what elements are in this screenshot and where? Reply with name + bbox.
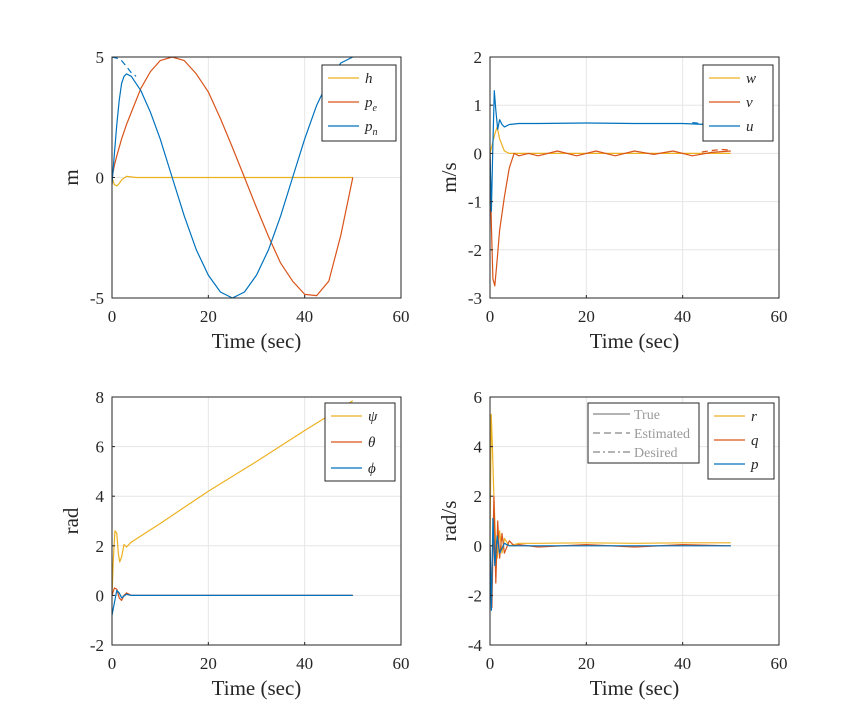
series-line-ψ — [112, 400, 354, 596]
y-tick-label: 0 — [96, 586, 105, 605]
chart-panel-2: 0 20 40 60 -3 -2 -1 0 1 2 Time (sec) m/s wvu — [437, 48, 788, 353]
style-legend-label: Desired — [634, 446, 678, 461]
x-tick-label: 20 — [200, 307, 217, 326]
series-line-p — [490, 517, 731, 611]
legend-label: ψ — [368, 409, 378, 425]
y-tick-label: 4 — [96, 487, 105, 506]
x-tick-label: 0 — [108, 307, 117, 326]
y-tick-label: 0 — [474, 144, 483, 163]
legend: rqp — [707, 402, 775, 480]
legend-label: q — [751, 433, 759, 449]
series-line-u — [490, 90, 731, 212]
legend-label: u — [746, 119, 754, 135]
y-tick-label: -5 — [90, 289, 104, 308]
legend-label: h — [365, 71, 373, 87]
x-tick-label: 60 — [393, 307, 410, 326]
y-tick-label: 2 — [474, 48, 483, 67]
legend: wvu — [702, 64, 774, 142]
legend: ψθϕ — [324, 402, 396, 482]
axes-box — [489, 396, 780, 646]
series-line-v — [490, 150, 731, 287]
x-tick-label: 40 — [674, 307, 691, 326]
y-tick-label: 5 — [96, 48, 105, 67]
series-line-pe — [112, 57, 354, 297]
series-group — [112, 57, 354, 298]
y-tick-label: -3 — [468, 289, 482, 308]
legend-label: θ — [368, 435, 376, 451]
x-tick-label: 0 — [486, 307, 495, 326]
legend-label: v — [746, 95, 753, 111]
y-tick-label: -2 — [468, 586, 482, 605]
legend-label-subscript: e — [373, 103, 378, 114]
axes-box — [489, 56, 780, 299]
legend-label: w — [746, 71, 756, 87]
y-tick-label: -1 — [468, 193, 482, 212]
series-line-pn — [112, 57, 354, 298]
y-tick-label: 8 — [96, 388, 105, 407]
y-tick-label: 1 — [474, 96, 483, 115]
x-axis-label: Time (sec) — [590, 329, 680, 353]
estimated-line-v — [701, 148, 731, 153]
x-axis-label: Time (sec) — [212, 329, 302, 353]
y-axis-label: m — [59, 169, 83, 185]
series-line-h — [112, 175, 353, 187]
y-tick-label: -2 — [468, 241, 482, 260]
x-tick-label: 0 — [108, 654, 117, 673]
legend-label-subscript: n — [373, 127, 378, 138]
estimated-line-p_n — [112, 57, 137, 77]
chart-panel-4: 0 20 40 60 -4 -2 0 2 4 6 Time (sec) rad/s rqp True Est… — [437, 388, 788, 700]
x-tick-label: 20 — [578, 307, 595, 326]
y-axis-label: rad — [59, 507, 83, 534]
legend-box — [707, 402, 775, 480]
x-axis-label: Time (sec) — [212, 676, 302, 700]
y-tick-label: 6 — [474, 388, 483, 407]
y-axis-label: rad/s — [437, 501, 461, 542]
x-tick-label: 60 — [771, 654, 788, 673]
legend-box — [321, 64, 397, 142]
x-tick-label: 40 — [674, 654, 691, 673]
axes-box — [111, 396, 402, 646]
legend-label: r — [751, 409, 757, 425]
legend-label: p — [750, 457, 759, 473]
legend-box — [702, 64, 774, 142]
x-tick-label: 20 — [578, 654, 595, 673]
y-tick-label: 2 — [474, 487, 483, 506]
y-axis-label: m/s — [437, 162, 461, 192]
y-tick-label: 0 — [96, 169, 105, 188]
x-tick-label: 60 — [393, 654, 410, 673]
x-axis-label: Time (sec) — [590, 676, 680, 700]
style-legend-label: Estimated — [634, 427, 690, 442]
y-tick-label: 6 — [96, 438, 105, 457]
legend-label: ϕ — [368, 461, 376, 477]
y-tick-label: 0 — [474, 537, 483, 556]
y-tick-label: -2 — [90, 636, 104, 655]
x-tick-label: 0 — [486, 654, 495, 673]
series-line-w — [490, 126, 731, 154]
series-line-ϕ — [112, 589, 353, 616]
style-legend-label: True — [634, 408, 660, 423]
series-group — [490, 413, 731, 611]
x-tick-label: 20 — [200, 654, 217, 673]
y-tick-label: 2 — [96, 537, 105, 556]
x-tick-label: 60 — [771, 307, 788, 326]
series-group — [112, 400, 354, 616]
y-tick-label: 4 — [474, 438, 483, 457]
y-tick-label: -4 — [468, 636, 483, 655]
x-tick-label: 40 — [296, 654, 313, 673]
x-tick-label: 40 — [296, 307, 313, 326]
style-legend: True Estimated Desired — [587, 402, 700, 464]
